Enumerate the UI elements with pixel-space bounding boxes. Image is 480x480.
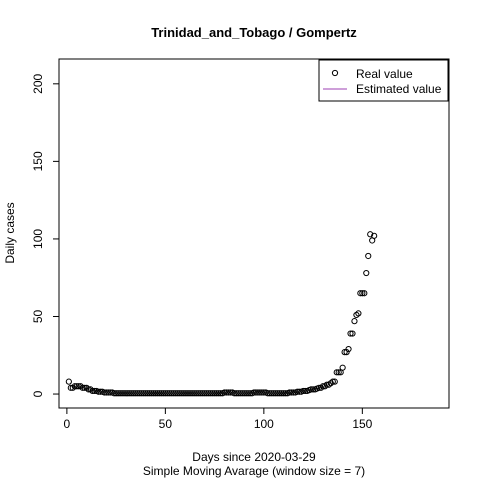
data-point [340,365,345,370]
chart-title: Trinidad_and_Tobago / Gompertz [151,25,357,40]
plot-frame [59,59,449,408]
x-tick-label: 0 [64,417,71,431]
y-tick-label: 150 [31,151,45,171]
chart-subtitle: Simple Moving Avarage (window size = 7) [143,464,365,478]
data-point [66,379,71,384]
y-tick-label: 100 [31,229,45,249]
x-tick-label: 100 [254,417,274,431]
legend-label-estimated: Estimated value [356,82,442,96]
x-tick-label: 50 [159,417,173,431]
y-tick-label: 0 [31,390,45,397]
data-points [66,232,377,396]
data-point [364,270,369,275]
legend-label-real: Real value [356,67,413,81]
y-axis-label: Daily cases [3,202,17,263]
x-axis: 0 50 100 150 [64,408,373,431]
x-tick-label: 150 [352,417,372,431]
y-tick-label: 50 [31,309,45,323]
data-point [366,253,371,258]
data-point [352,319,357,324]
y-axis: 0 50 100 150 200 [31,73,59,397]
legend: Real value Estimated value [319,60,448,101]
y-tick-label: 200 [31,73,45,93]
x-axis-label: Days since 2020-03-29 [192,450,316,464]
